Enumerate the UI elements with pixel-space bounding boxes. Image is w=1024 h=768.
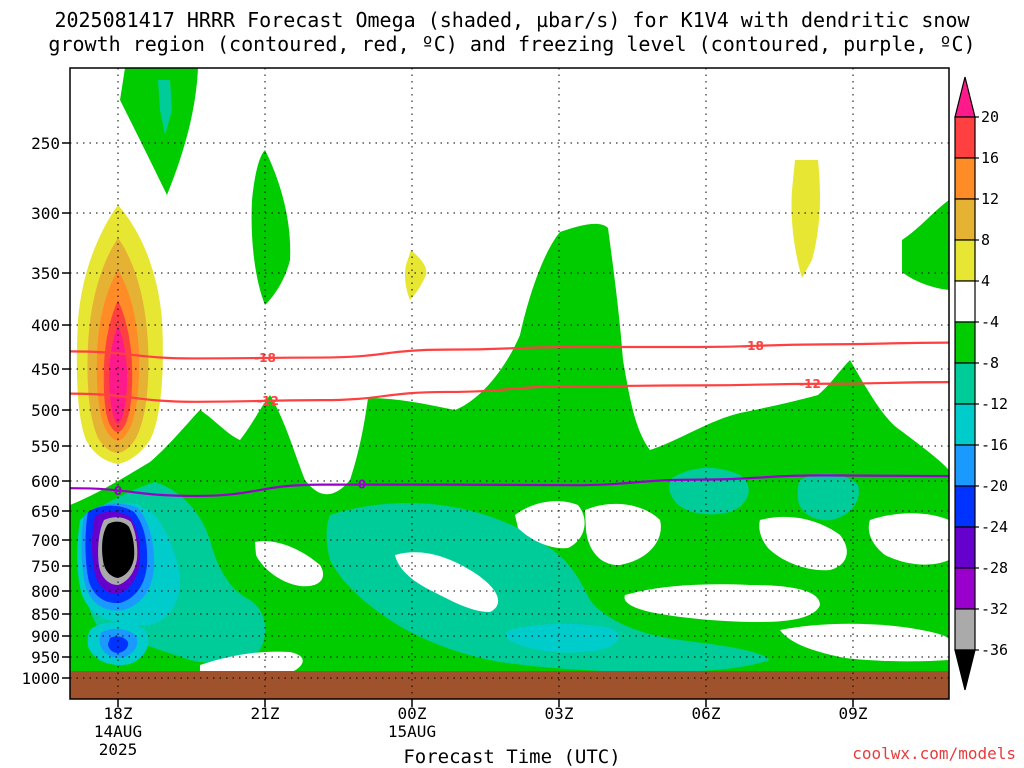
colorbar-band <box>954 116 976 159</box>
chart-title: 2025081417 HRRR Forecast Omega (shaded, … <box>0 8 1024 56</box>
contour-label: 0 <box>358 478 366 492</box>
colorbar-band <box>954 198 976 241</box>
title-line-2: growth region (contoured, red, ºC) and f… <box>48 32 976 56</box>
colorbar-label: 20 <box>981 108 999 126</box>
contour-label: 0 <box>114 484 122 498</box>
colorbar-bottom-arrow <box>954 649 976 691</box>
contour-line--18 <box>69 341 950 360</box>
colorbar-label: -36 <box>981 641 1008 659</box>
colorbar-label: -16 <box>981 436 1008 454</box>
contour-lines: -18 -18 -12 -12 0 0 <box>69 339 950 498</box>
shade-teal-upper-plume <box>158 80 172 135</box>
colorbar-band <box>954 567 976 610</box>
colorbar-band <box>954 321 976 364</box>
colorbar-label: -20 <box>981 477 1008 495</box>
shade-green-upper-plume <box>120 68 198 195</box>
shade-white-hole-3 <box>515 501 585 549</box>
colorbar-label: 8 <box>981 231 990 249</box>
x-tick-label: 09Z <box>839 704 868 723</box>
shade-white-hole-7 <box>868 513 949 565</box>
colorbar-label: 12 <box>981 190 999 208</box>
colorbar-band <box>954 608 976 651</box>
y-tick-label: 900 <box>31 627 60 646</box>
site-credit: coolwx.com/models <box>852 744 1016 763</box>
contour-label: -18 <box>742 339 764 353</box>
shade-yellow-00z <box>405 250 427 300</box>
colorbar-top-arrow <box>954 76 976 118</box>
y-tick-label: 800 <box>31 582 60 601</box>
shade-green-upper-right <box>902 200 949 290</box>
y-tick-label: 550 <box>31 437 60 456</box>
contour-label: -12 <box>799 377 821 391</box>
colorbar-band <box>954 526 976 569</box>
shade-white-hole-2 <box>395 552 499 612</box>
x-tick-label: 03Z <box>545 704 574 723</box>
shade-green-21z-upper <box>251 150 291 305</box>
colorbar-label: 16 <box>981 149 999 167</box>
x-tick-date-label: 14AUG <box>94 722 142 741</box>
shade-white-hole-8 <box>780 623 949 662</box>
y-tick-label: 950 <box>31 648 60 667</box>
shade-white-hole-1 <box>255 541 324 587</box>
colorbar-band <box>954 157 976 200</box>
contour-label: -12 <box>257 394 279 408</box>
y-tick-label: 450 <box>31 360 60 379</box>
contour-line--12 <box>69 381 950 403</box>
colorbar-band <box>954 362 976 405</box>
shade-white-hole-4 <box>585 503 661 566</box>
colorbar-band <box>954 239 976 282</box>
omega-shading <box>70 68 949 699</box>
colorbar-band <box>954 403 976 446</box>
x-tick-label: 21Z <box>251 704 280 723</box>
y-axis: 250 300 350 400 450 500 550 600 650 700 750 800 850 9… <box>21 134 70 688</box>
colorbar-label: -28 <box>981 559 1008 577</box>
y-tick-label: 400 <box>31 316 60 335</box>
x-tick-year-label: 2025 <box>99 740 138 759</box>
colorbar-label: -32 <box>981 600 1008 618</box>
colorbar-band <box>954 485 976 528</box>
colorbar: 20 16 12 8 4 -4 -8 -12 -16 -20 -24 -28 -32 -36 <box>954 76 1008 691</box>
shade-teal-08z <box>797 473 859 521</box>
y-tick-label: 300 <box>31 204 60 223</box>
x-tick-label: 18Z <box>104 704 133 723</box>
y-tick-label: 650 <box>31 502 60 521</box>
contour-label: -18 <box>254 351 276 365</box>
shade-yellow-08z <box>791 160 820 278</box>
shade-darkblue-lower-core <box>108 636 129 653</box>
colorbar-band <box>954 444 976 487</box>
contour-line-0 <box>69 474 950 498</box>
title-line-1: 2025081417 HRRR Forecast Omega (shaded, … <box>54 8 970 32</box>
x-tick-date-label: 15AUG <box>388 722 436 741</box>
y-tick-label: 250 <box>31 134 60 153</box>
ground-surface <box>70 671 949 699</box>
shade-white-hole-6 <box>759 516 847 571</box>
x-tick-label: 06Z <box>692 704 721 723</box>
colorbar-label: 4 <box>981 272 990 290</box>
x-axis-title: Forecast Time (UTC) <box>403 746 621 768</box>
y-tick-label: 850 <box>31 605 60 624</box>
colorbar-label: -24 <box>981 518 1008 536</box>
colorbar-band <box>954 280 976 323</box>
y-tick-label: 350 <box>31 264 60 283</box>
shade-white-hole-5 <box>624 584 820 622</box>
colorbar-label: -4 <box>981 313 999 331</box>
x-tick-label: 00Z <box>398 704 427 723</box>
y-tick-label: 600 <box>31 472 60 491</box>
y-tick-label: 700 <box>31 531 60 550</box>
y-tick-label: 1000 <box>21 669 60 688</box>
shade-teal-center <box>326 503 770 672</box>
y-tick-label: 500 <box>31 401 60 420</box>
grid-lines <box>70 68 949 699</box>
colorbar-label: -12 <box>981 395 1008 413</box>
plot-frame <box>69 67 950 700</box>
y-tick-label: 750 <box>31 557 60 576</box>
colorbar-label: -8 <box>981 354 999 372</box>
shade-cyan-center <box>505 623 619 653</box>
